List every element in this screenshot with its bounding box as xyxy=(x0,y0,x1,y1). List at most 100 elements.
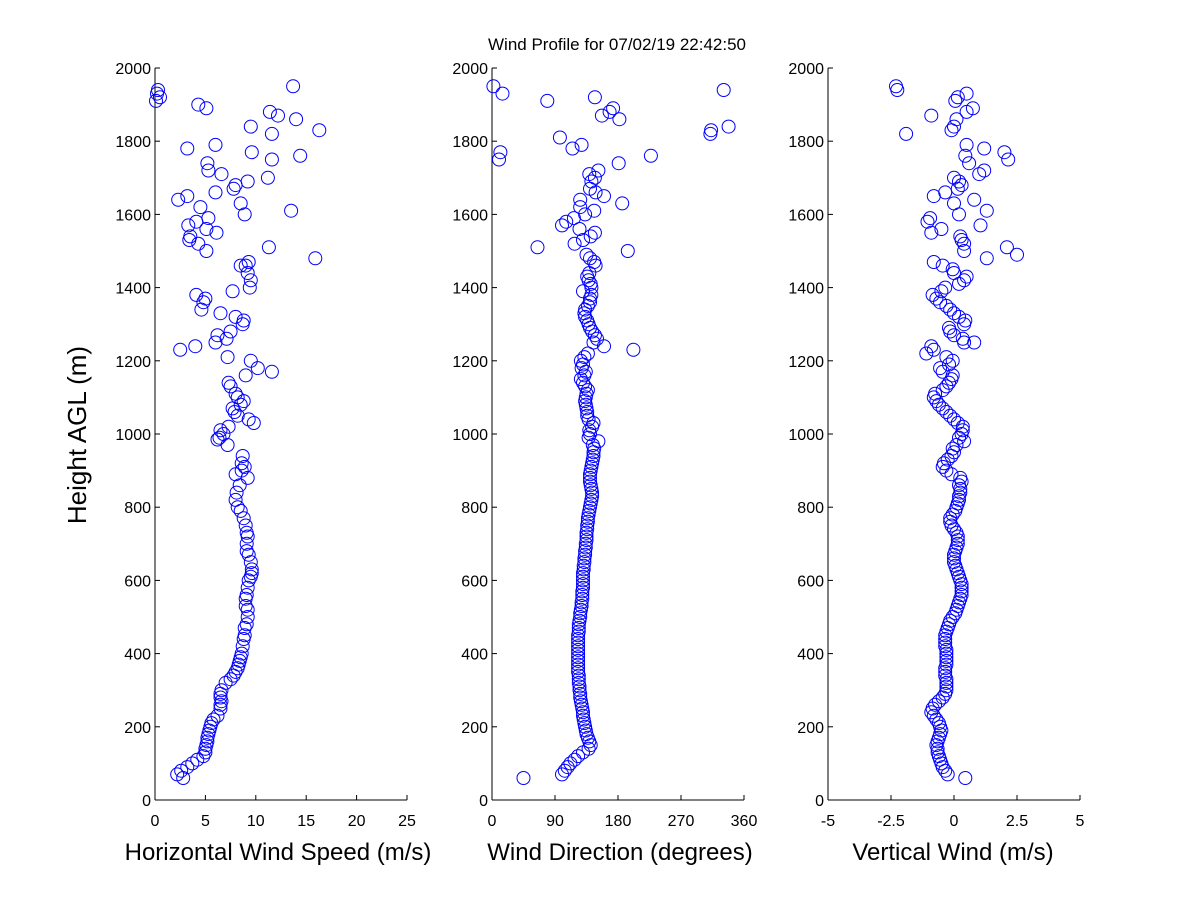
data-point xyxy=(626,342,641,357)
panel-wind-direction: 0 200 400 600 800 1000 1200 1400 1600 1800 2000 0 9… xyxy=(452,61,757,866)
data-point xyxy=(924,339,939,354)
y-tick-label: 600 xyxy=(124,573,151,590)
data-point xyxy=(230,390,245,405)
y-tick-label: 1000 xyxy=(452,427,488,444)
data-point xyxy=(228,492,243,507)
data-point xyxy=(574,599,589,613)
data-point xyxy=(573,192,588,207)
data-point xyxy=(579,533,594,548)
data-point xyxy=(938,664,953,679)
data-point xyxy=(571,621,586,635)
data-point xyxy=(925,287,940,302)
data-point xyxy=(240,174,255,189)
data-point xyxy=(557,763,572,778)
data-point xyxy=(962,156,977,171)
data-point xyxy=(939,379,954,394)
data-point xyxy=(571,650,586,665)
data-point xyxy=(240,266,255,280)
data-point xyxy=(615,196,630,211)
data-point xyxy=(954,584,969,599)
data-point xyxy=(977,141,992,156)
data-point xyxy=(214,683,229,698)
data-point xyxy=(959,86,974,101)
data-point xyxy=(704,123,719,138)
y-tick-label: 2000 xyxy=(452,61,488,78)
data-point xyxy=(200,156,215,171)
data-point xyxy=(571,639,586,654)
data-point xyxy=(573,690,588,705)
x-axis-ticks: 0 5 10 15 20 25 xyxy=(151,795,416,830)
data-point xyxy=(929,712,944,727)
data-point xyxy=(552,130,567,145)
data-point xyxy=(234,456,249,471)
data-point xyxy=(540,93,555,108)
data-point xyxy=(923,211,938,226)
data-point xyxy=(950,181,965,196)
data-point xyxy=(571,661,586,676)
data-point xyxy=(606,101,621,116)
data-point xyxy=(239,525,254,540)
x-axis-label-vertical-wind: Vertical Wind (m/s) xyxy=(852,839,1053,866)
data-point xyxy=(924,225,939,240)
data-point xyxy=(947,551,961,566)
data-point xyxy=(934,222,949,236)
y-axis-label: Height AGL (m) xyxy=(62,346,92,524)
data-point xyxy=(889,79,903,94)
y-tick-label: 0 xyxy=(479,793,488,810)
data-point xyxy=(947,306,961,321)
y-tick-label: 1200 xyxy=(452,354,488,371)
data-point xyxy=(602,104,617,119)
data-point xyxy=(943,613,958,628)
y-tick-label: 1400 xyxy=(115,281,151,298)
chart-title: Wind Profile for 07/02/19 22:42:50 xyxy=(488,35,746,54)
data-point xyxy=(235,449,250,463)
y-tick-label: 1200 xyxy=(115,354,151,371)
data-point xyxy=(924,108,939,123)
data-point xyxy=(210,328,225,343)
data-point xyxy=(233,258,248,273)
data-point xyxy=(939,646,954,661)
data-point xyxy=(571,635,586,650)
data-point xyxy=(1010,247,1024,262)
data-point xyxy=(952,478,966,493)
data-point xyxy=(934,284,949,299)
data-point xyxy=(931,397,946,412)
data-point xyxy=(939,657,954,672)
data-point xyxy=(572,222,587,236)
data-point xyxy=(579,529,594,544)
data-point xyxy=(950,536,965,551)
x-axis-label-horizontal-wind-speed: Horizontal Wind Speed (m/s) xyxy=(125,839,432,866)
data-point xyxy=(950,533,965,548)
data-point xyxy=(587,90,602,105)
data-point xyxy=(972,167,987,182)
data-point xyxy=(218,675,233,690)
data-point xyxy=(486,79,501,94)
data-point xyxy=(201,163,216,178)
data-point xyxy=(580,514,595,529)
data-point xyxy=(213,423,228,438)
data-point xyxy=(582,423,597,438)
data-point xyxy=(233,196,248,211)
data-point xyxy=(583,251,597,266)
data-point xyxy=(495,86,510,101)
data-point xyxy=(580,269,595,284)
data-point xyxy=(959,269,974,284)
data-point xyxy=(153,90,167,105)
data-point xyxy=(899,126,914,141)
data-point xyxy=(945,368,960,383)
data-point xyxy=(952,309,966,324)
data-point xyxy=(943,302,958,317)
data-point xyxy=(578,540,593,555)
data-point xyxy=(1001,152,1016,167)
data-point xyxy=(577,555,592,570)
data-point xyxy=(216,427,231,441)
data-point xyxy=(234,646,249,661)
data-point xyxy=(196,295,211,310)
x-axis-label-wind-direction: Wind Direction (degrees) xyxy=(487,839,752,866)
y-tick-label: 0 xyxy=(815,793,824,810)
data-point xyxy=(286,79,301,94)
data-point xyxy=(492,152,506,167)
data-point xyxy=(919,346,934,361)
y-tick-label: 1800 xyxy=(788,134,824,151)
x-tick-label: 2.5 xyxy=(1006,813,1028,830)
